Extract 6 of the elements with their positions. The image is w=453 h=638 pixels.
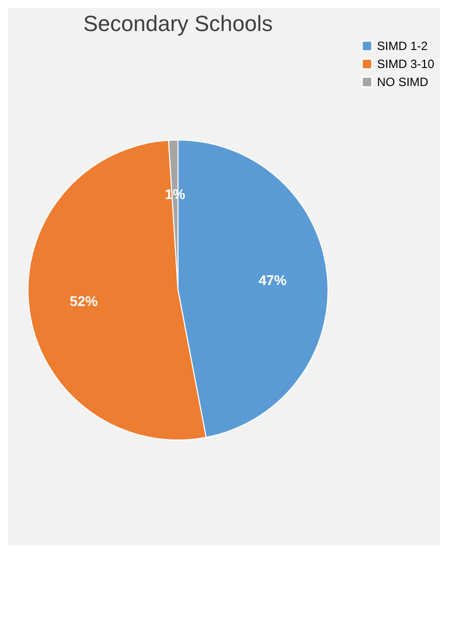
legend-label: SIMD 3-10 — [377, 57, 435, 71]
legend-label: SIMD 1-2 — [377, 39, 428, 53]
data-label: 52% — [70, 292, 98, 309]
data-label: 47% — [258, 272, 288, 288]
legend-label: NO SIMD — [377, 75, 429, 89]
chart-title: Secondary Schools — [83, 11, 273, 36]
